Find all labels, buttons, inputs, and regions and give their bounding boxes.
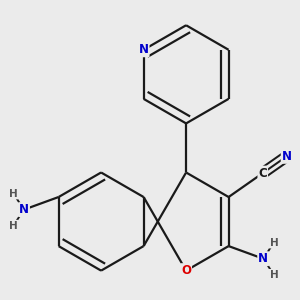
Text: H: H <box>9 221 18 231</box>
Text: N: N <box>258 252 268 265</box>
Text: H: H <box>269 238 278 248</box>
Text: N: N <box>282 150 292 163</box>
Text: O: O <box>181 264 191 277</box>
Text: N: N <box>139 43 148 56</box>
Text: C: C <box>258 167 267 180</box>
Text: H: H <box>269 270 278 280</box>
Text: N: N <box>19 203 29 216</box>
Text: H: H <box>9 188 18 199</box>
